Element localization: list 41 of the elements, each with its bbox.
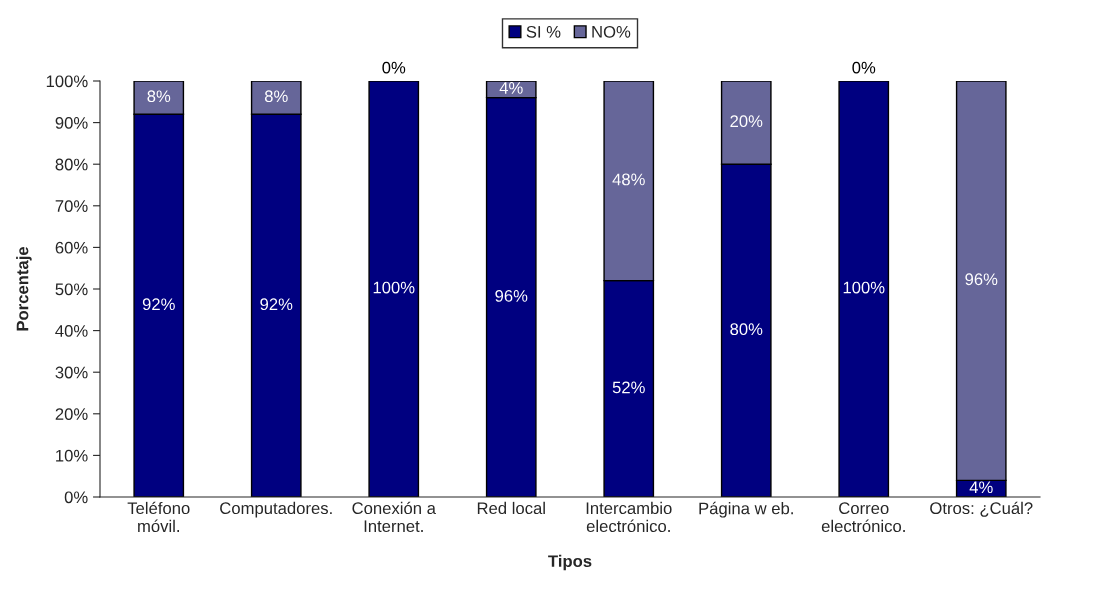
y-tick-label: 0% <box>64 491 88 504</box>
x-axis-title: Tipos <box>548 554 592 571</box>
legend-label: NO% <box>592 25 631 38</box>
bar <box>368 81 420 497</box>
data-label: 80% <box>730 323 763 336</box>
data-label: 4% <box>969 481 993 494</box>
x-tick-label: Teléfono móvil. <box>127 501 190 533</box>
data-label: 96% <box>495 289 528 302</box>
data-label: 8% <box>264 90 288 103</box>
y-tick-label: 60% <box>55 241 88 254</box>
y-tick-label: 50% <box>55 283 88 296</box>
data-label: 100% <box>373 281 415 294</box>
data-label: 20% <box>730 115 763 128</box>
data-label: 4% <box>499 82 523 94</box>
y-tick-label: 20% <box>55 408 88 420</box>
y-tick-label: 40% <box>55 325 88 337</box>
y-tick-label: 100% <box>46 75 88 88</box>
x-tick-label: Computadores. <box>220 501 332 518</box>
data-label: 96% <box>965 273 998 286</box>
y-tick-label: 90% <box>55 117 88 129</box>
data-label: 92% <box>142 298 175 311</box>
data-label: 48% <box>612 173 645 186</box>
y-tick-label: 70% <box>55 200 88 212</box>
y-axis-title: Porcentaje <box>16 246 32 331</box>
data-label: 0% <box>382 61 406 74</box>
x-tick-label: Intercambio electrónico. <box>586 501 672 533</box>
y-tick-label: 10% <box>56 449 88 462</box>
x-tick-label: Página w eb. <box>699 501 793 518</box>
y-tick-label: 80% <box>55 158 88 171</box>
y-tick-label: 30% <box>55 366 88 379</box>
data-label: 52% <box>612 381 645 394</box>
data-label: 8% <box>147 90 171 103</box>
data-label: 0% <box>852 61 876 74</box>
data-label: 100% <box>843 281 885 294</box>
data-label: 92% <box>260 298 293 311</box>
x-tick-label: Red local <box>477 501 545 515</box>
bar <box>838 81 890 497</box>
x-tick-label: Conexión a Internet. <box>352 501 436 533</box>
legend-label: SI % <box>526 25 561 38</box>
x-tick-label: Otros: ¿Cuál? <box>930 501 1033 517</box>
x-tick-label: Correo electrónico. <box>821 502 905 533</box>
